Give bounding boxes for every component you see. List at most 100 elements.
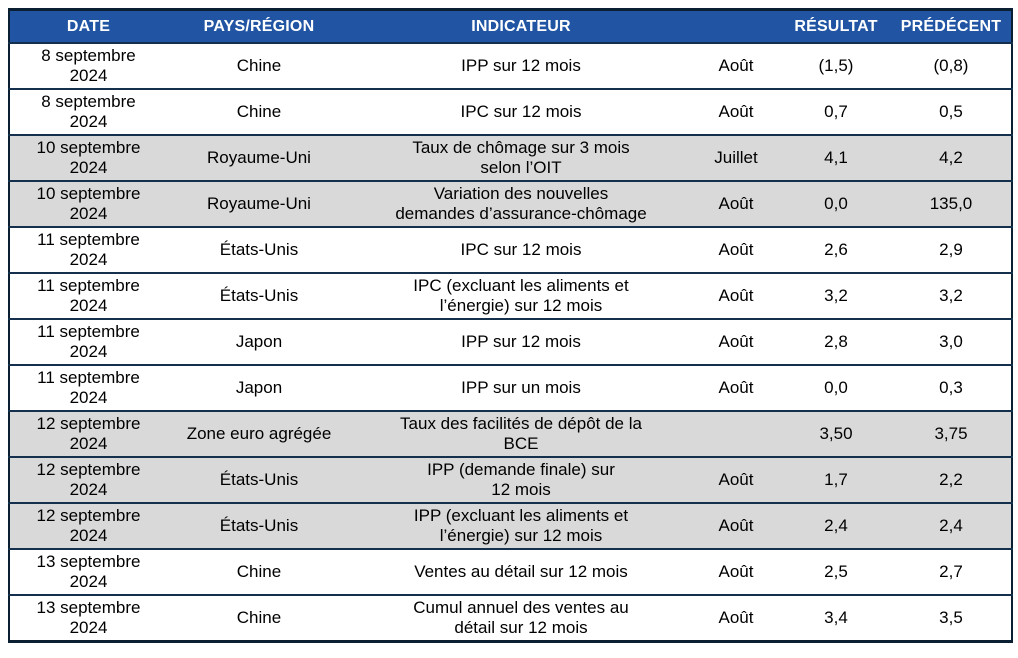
table-row: 11 septembre 2024 États-Unis IPC (excluant… xyxy=(9,272,1012,319)
cell-result: 2,6 xyxy=(781,226,891,273)
cell-period: Août xyxy=(691,42,781,89)
cell-period: Août xyxy=(691,594,781,642)
cell-indicator: Taux de chômage sur 3 mois selon l’OIT xyxy=(351,134,691,181)
cell-indicator: Variation des nouvelles demandes d’assur… xyxy=(351,180,691,227)
table-body: 8 septembre 2024 Chine IPP sur 12 mois Août… xyxy=(9,42,1012,642)
cell-indicator: IPC (excluant les aliments et l’énergie)… xyxy=(351,272,691,319)
cell-date: 12 septembre 2024 xyxy=(9,502,167,549)
cell-period: Août xyxy=(691,88,781,135)
cell-previous: 4,2 xyxy=(891,134,1012,181)
economic-calendar-table: DATE PAYS/RÉGION INDICATEUR RÉSULTAT PRÉDÉCE… xyxy=(8,8,1013,643)
cell-period xyxy=(691,410,781,457)
cell-indicator: IPP sur 12 mois xyxy=(351,318,691,365)
cell-period: Août xyxy=(691,272,781,319)
table-row: 12 septembre 2024 États-Unis IPP (excluant… xyxy=(9,502,1012,549)
cell-date: 11 septembre 2024 xyxy=(9,226,167,273)
cell-previous: 3,5 xyxy=(891,594,1012,642)
header-row: DATE PAYS/RÉGION INDICATEUR RÉSULTAT PRÉDÉCE… xyxy=(9,9,1012,43)
column-header-indicator: INDICATEUR xyxy=(351,9,691,43)
column-header-previous: PRÉDÉCENT xyxy=(891,9,1012,43)
cell-date: 11 septembre 2024 xyxy=(9,272,167,319)
cell-period: Août xyxy=(691,318,781,365)
cell-period: Août xyxy=(691,364,781,411)
cell-date: 12 septembre 2024 xyxy=(9,410,167,457)
cell-date: 11 septembre 2024 xyxy=(9,318,167,365)
column-header-result: RÉSULTAT xyxy=(781,9,891,43)
cell-result: (1,5) xyxy=(781,42,891,89)
cell-period: Juillet xyxy=(691,134,781,181)
cell-region: Royaume-Uni xyxy=(167,134,351,181)
cell-indicator: IPC sur 12 mois xyxy=(351,88,691,135)
table-row: 12 septembre 2024 Zone euro agrégée Taux d… xyxy=(9,410,1012,457)
table-row: 11 septembre 2024 Japon IPP sur un mois Aoû… xyxy=(9,364,1012,411)
table-row: 13 septembre 2024 Chine Ventes au détail s… xyxy=(9,548,1012,595)
table-row: 10 septembre 2024 Royaume-Uni Variation de… xyxy=(9,180,1012,227)
cell-result: 0,0 xyxy=(781,180,891,227)
cell-result: 2,4 xyxy=(781,502,891,549)
cell-indicator: Cumul annuel des ventes au détail sur 12… xyxy=(351,594,691,642)
cell-period: Août xyxy=(691,502,781,549)
cell-date: 13 septembre 2024 xyxy=(9,548,167,595)
cell-result: 3,50 xyxy=(781,410,891,457)
cell-indicator: IPP (excluant les aliments et l’énergie)… xyxy=(351,502,691,549)
cell-indicator: IPP sur 12 mois xyxy=(351,42,691,89)
cell-date: 10 septembre 2024 xyxy=(9,180,167,227)
cell-region: Chine xyxy=(167,42,351,89)
cell-region: Royaume-Uni xyxy=(167,180,351,227)
cell-region: Japon xyxy=(167,318,351,365)
cell-previous: 2,9 xyxy=(891,226,1012,273)
table-row: 13 septembre 2024 Chine Cumul annuel des v… xyxy=(9,594,1012,642)
cell-previous: 2,7 xyxy=(891,548,1012,595)
column-header-date: DATE xyxy=(9,9,167,43)
cell-region: États-Unis xyxy=(167,502,351,549)
table-row: 8 septembre 2024 Chine IPP sur 12 mois Août… xyxy=(9,42,1012,89)
cell-previous: 2,2 xyxy=(891,456,1012,503)
cell-region: États-Unis xyxy=(167,456,351,503)
cell-result: 0,7 xyxy=(781,88,891,135)
cell-result: 3,4 xyxy=(781,594,891,642)
table-row: 8 septembre 2024 Chine IPC sur 12 mois Août… xyxy=(9,88,1012,135)
cell-region: États-Unis xyxy=(167,272,351,319)
cell-date: 8 septembre 2024 xyxy=(9,88,167,135)
cell-date: 8 septembre 2024 xyxy=(9,42,167,89)
cell-period: Août xyxy=(691,456,781,503)
cell-region: États-Unis xyxy=(167,226,351,273)
cell-previous: 135,0 xyxy=(891,180,1012,227)
cell-previous: 3,2 xyxy=(891,272,1012,319)
cell-previous: 3,75 xyxy=(891,410,1012,457)
cell-result: 2,8 xyxy=(781,318,891,365)
cell-previous: 2,4 xyxy=(891,502,1012,549)
table-row: 12 septembre 2024 États-Unis IPP (demande … xyxy=(9,456,1012,503)
cell-indicator: Taux des facilités de dépôt de la BCE xyxy=(351,410,691,457)
cell-previous: 0,3 xyxy=(891,364,1012,411)
cell-previous: 3,0 xyxy=(891,318,1012,365)
cell-previous: (0,8) xyxy=(891,42,1012,89)
cell-period: Août xyxy=(691,180,781,227)
table-row: 11 septembre 2024 États-Unis IPC sur 12 mo… xyxy=(9,226,1012,273)
cell-indicator: IPC sur 12 mois xyxy=(351,226,691,273)
cell-date: 13 septembre 2024 xyxy=(9,594,167,642)
cell-result: 4,1 xyxy=(781,134,891,181)
cell-result: 2,5 xyxy=(781,548,891,595)
cell-date: 12 septembre 2024 xyxy=(9,456,167,503)
cell-indicator: IPP (demande finale) sur 12 mois xyxy=(351,456,691,503)
cell-indicator: Ventes au détail sur 12 mois xyxy=(351,548,691,595)
cell-previous: 0,5 xyxy=(891,88,1012,135)
cell-region: Chine xyxy=(167,594,351,642)
cell-result: 1,7 xyxy=(781,456,891,503)
cell-indicator: IPP sur un mois xyxy=(351,364,691,411)
table-row: 10 septembre 2024 Royaume-Uni Taux de chôm… xyxy=(9,134,1012,181)
cell-date: 11 septembre 2024 xyxy=(9,364,167,411)
cell-date: 10 septembre 2024 xyxy=(9,134,167,181)
cell-region: Japon xyxy=(167,364,351,411)
cell-period: Août xyxy=(691,548,781,595)
table-row: 11 septembre 2024 Japon IPP sur 12 mois Aoû… xyxy=(9,318,1012,365)
cell-region: Chine xyxy=(167,88,351,135)
cell-region: Chine xyxy=(167,548,351,595)
cell-result: 0,0 xyxy=(781,364,891,411)
cell-period: Août xyxy=(691,226,781,273)
column-header-region: PAYS/RÉGION xyxy=(167,9,351,43)
column-header-period xyxy=(691,9,781,43)
cell-result: 3,2 xyxy=(781,272,891,319)
